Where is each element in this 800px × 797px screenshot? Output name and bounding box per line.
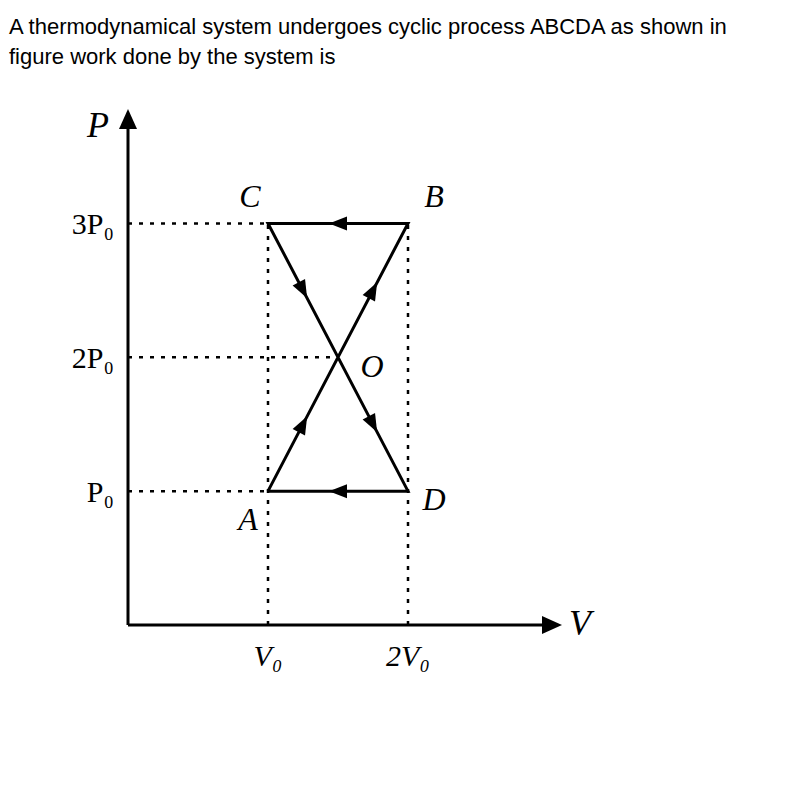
svg-text:V₀: V₀ <box>254 639 283 672</box>
svg-text:D: D <box>421 481 445 517</box>
svg-text:V: V <box>569 603 595 643</box>
svg-text:B: B <box>424 178 444 214</box>
svg-text:2P₀: 2P₀ <box>72 341 114 374</box>
svg-text:P₀: P₀ <box>87 475 114 508</box>
html-text:A thermodynamical system under: A thermodynamical system undergoes cycli… <box>9 14 727 69</box>
svg-text:3P₀: 3P₀ <box>72 207 114 240</box>
svg-text:P: P <box>86 105 109 145</box>
svg-text:C: C <box>239 178 261 214</box>
svg-text:2V₀: 2V₀ <box>386 639 430 672</box>
svg-text:O: O <box>360 348 383 384</box>
svg-text:A: A <box>236 501 258 537</box>
